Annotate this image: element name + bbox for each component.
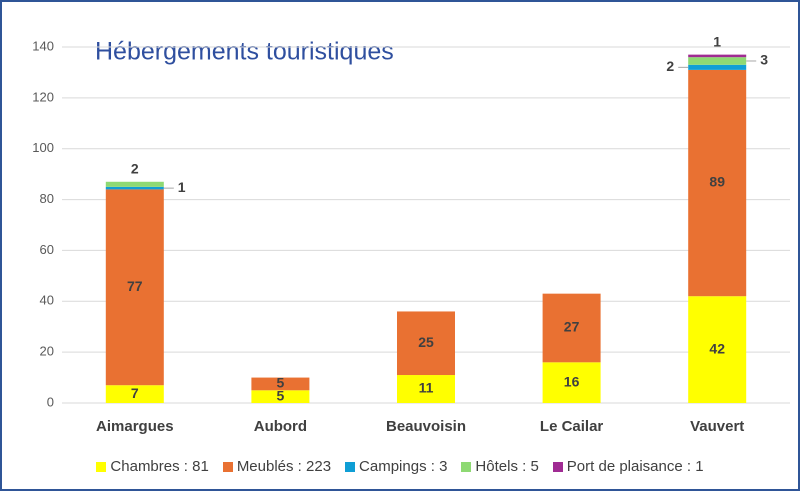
legend-item: Chambres : 81 <box>96 458 209 475</box>
legend-label: Port de plaisance : 1 <box>566 458 704 475</box>
bar-segment <box>105 385 164 403</box>
data-label: 77 <box>127 278 143 294</box>
legend-label: Hôtels : 5 <box>475 458 539 475</box>
data-label: 1 <box>178 179 186 195</box>
bar-segment <box>542 293 601 363</box>
legend-item: Campings : 3 <box>345 458 447 475</box>
data-label: 25 <box>418 334 434 350</box>
y-tick-label: 40 <box>40 293 54 308</box>
data-label: 11 <box>419 380 434 396</box>
data-label: 5 <box>277 387 285 403</box>
bar-segment <box>688 57 747 65</box>
data-label: 2 <box>131 160 139 176</box>
bar-segment <box>688 64 747 70</box>
y-tick-label: 0 <box>47 394 54 409</box>
bar-segment <box>688 296 747 403</box>
data-label: 2 <box>666 58 674 74</box>
legend-label: Chambres : 81 <box>110 458 209 475</box>
bar-segment <box>105 186 164 190</box>
data-label: 7 <box>131 385 139 401</box>
x-tick-label: Le Cailar <box>540 418 604 435</box>
x-tick-label: Beauvoisin <box>386 418 466 435</box>
bar-segment <box>251 377 310 391</box>
data-label: 5 <box>277 375 285 391</box>
legend: Chambres : 81 Meublés : 223 Campings : 3 Hô… <box>2 458 798 475</box>
y-tick-label: 120 <box>32 89 54 104</box>
y-tick-label: 100 <box>32 140 54 155</box>
x-tick-label: Vauvert <box>690 418 744 435</box>
legend-item: Port de plaisance : 1 <box>552 458 704 475</box>
bar-segment <box>688 54 747 58</box>
legend-swatch <box>96 461 107 472</box>
legend-item: Meublés : 223 <box>222 458 332 475</box>
y-tick-label: 80 <box>40 191 54 206</box>
legend-swatch <box>222 461 233 472</box>
data-label: 27 <box>564 319 580 335</box>
bar-segment <box>105 189 164 386</box>
bar-segment <box>542 362 601 403</box>
legend-swatch <box>552 461 563 472</box>
data-label: 89 <box>709 174 725 190</box>
data-label: 3 <box>760 52 768 68</box>
bar-segment <box>397 375 455 403</box>
legend-label: Meublés : 223 <box>236 458 332 475</box>
bar-segment <box>397 311 455 376</box>
y-tick-label: 60 <box>40 242 54 257</box>
y-tick-label: 140 <box>32 38 54 53</box>
data-label: 1 <box>713 33 721 49</box>
legend-item: Hôtels : 5 <box>461 458 539 475</box>
y-tick-label: 20 <box>40 344 54 359</box>
legend-label: Campings : 3 <box>359 458 448 475</box>
x-tick-label: Aimargues <box>96 418 174 435</box>
x-tick-label: Aubord <box>254 418 307 435</box>
legend-swatch <box>461 461 472 472</box>
bar-segment <box>105 181 164 187</box>
bar-segment <box>251 390 310 403</box>
data-label: 16 <box>564 373 580 389</box>
bar-segment <box>688 69 747 297</box>
legend-swatch <box>345 461 356 472</box>
chart-title: Hébergements touristiques <box>95 38 394 66</box>
grid <box>62 46 790 404</box>
data-label: 42 <box>709 340 725 356</box>
